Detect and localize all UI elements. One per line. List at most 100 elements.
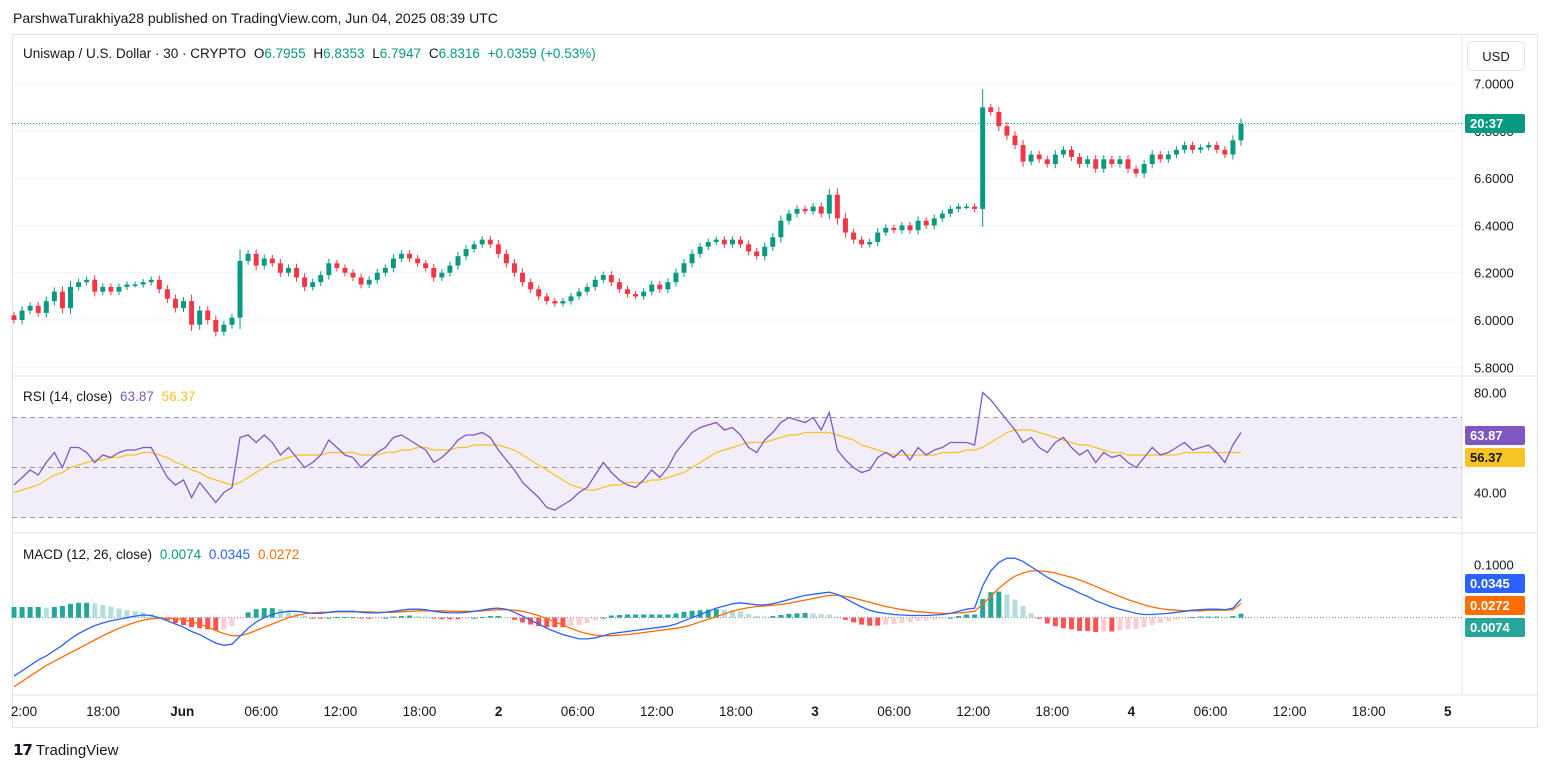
macd-histogram-bar (1206, 616, 1212, 618)
macd-histogram-bar (463, 617, 469, 619)
macd-histogram-bar (883, 617, 889, 625)
macd-histogram-bar (197, 617, 203, 629)
time-tick-label: 06:00 (1194, 704, 1228, 719)
candle-body (1085, 159, 1091, 164)
macd-histogram-bar (59, 605, 65, 618)
candle-body (568, 296, 574, 302)
macd-histogram-bar (334, 617, 340, 619)
candle-body (1101, 159, 1107, 169)
macd-histogram-bar (76, 602, 82, 618)
candle-body (382, 268, 388, 273)
time-tick-label: 18:00 (403, 704, 437, 719)
macd-histogram-bar (407, 615, 413, 618)
macd-histogram-bar (181, 617, 187, 626)
candle-body (1165, 154, 1171, 160)
candle-body (431, 268, 437, 278)
candle-body (738, 239, 743, 245)
candle-body (1238, 123, 1244, 141)
candle-body (148, 279, 154, 283)
tradingview-brand[interactable]: 𝟭𝟳 TradingView (13, 741, 119, 760)
macd-histogram-bar (1198, 616, 1204, 618)
time-tick-label: 5 (1444, 704, 1452, 719)
candle-body (334, 263, 340, 268)
macd-histogram-bar (649, 614, 655, 618)
candle-body (1036, 154, 1042, 160)
macd-legend: MACD (12, 26, close) 0.0074 0.0345 0.027… (23, 547, 303, 562)
candle-body (1028, 154, 1034, 162)
candle-body (834, 194, 840, 219)
candle-body (665, 282, 671, 290)
price-badge: 20:37 (1465, 114, 1525, 133)
candle-body (980, 107, 986, 209)
currency-button[interactable]: USD (1467, 41, 1525, 71)
close-value: 6.8316 (438, 46, 480, 61)
macd-histogram-bar (1238, 613, 1244, 618)
macd-histogram-bar (1004, 594, 1010, 618)
candle-body (205, 310, 211, 320)
time-tick-label: 06:00 (877, 704, 911, 719)
candle-body (140, 282, 146, 285)
candle-body (463, 249, 469, 257)
macd-histogram-bar (1101, 617, 1107, 632)
macd-histogram-bar (310, 617, 316, 619)
candle-body (116, 286, 122, 292)
macd-histogram-bar (51, 607, 57, 618)
macd-histogram-bar (681, 611, 687, 618)
macd-histogram-bar (302, 616, 308, 618)
price-tick-label: 6.0000 (1474, 313, 1514, 328)
macd-histogram-bar (915, 617, 921, 622)
candle-body (689, 253, 695, 264)
macd-line (13, 557, 1242, 677)
macd-histogram-bar (980, 599, 986, 618)
candle-body (447, 265, 453, 273)
candle-body (1206, 145, 1212, 148)
candle-body (342, 268, 348, 273)
candle-body (76, 282, 82, 287)
time-tick-label: 12:00 (1273, 704, 1307, 719)
candle-body (947, 208, 953, 214)
high-label: H (313, 46, 324, 61)
macd-histogram-bar (1060, 617, 1066, 629)
macd-histogram-bar (1133, 617, 1139, 629)
macd-histogram-bar (931, 617, 937, 620)
price-tick-label: 7.0000 (1474, 77, 1514, 92)
macd-histogram-bar (536, 617, 542, 627)
macd-histogram-bar (810, 613, 816, 618)
candle-body (318, 275, 324, 283)
macd-histogram-bar (665, 614, 671, 618)
macd-histogram-bar (560, 617, 566, 628)
candle-body (1004, 126, 1010, 136)
candle-body (1182, 145, 1187, 150)
macd-histogram-bar (939, 617, 945, 619)
macd-histogram-bar (713, 609, 719, 618)
macd-histogram-bar (1173, 617, 1179, 620)
macd-histogram-bar (568, 617, 574, 627)
time-tick-label: 12:00 (640, 704, 674, 719)
candle-body (43, 301, 49, 313)
macd-histogram-bar (705, 609, 711, 618)
macd-histogram-bar (84, 602, 90, 618)
macd-histogram-bar (673, 613, 679, 618)
macd-histogram-bar (576, 617, 582, 626)
macd-histogram-bar (1093, 617, 1099, 632)
macd-histogram-bar (495, 616, 501, 618)
candle-body (770, 237, 776, 247)
candle-body (1230, 140, 1236, 155)
candle-body (471, 244, 477, 250)
candle-body (552, 301, 558, 304)
macd-histogram-bar (423, 616, 429, 618)
macd-histogram-bar (689, 610, 695, 618)
candle-body (625, 289, 630, 294)
candle-body (277, 263, 283, 273)
hist-badge: 0.0074 (1465, 618, 1525, 637)
open-label: O (253, 46, 265, 61)
brand-label: TradingView (35, 741, 119, 759)
macd-histogram-bar (285, 611, 291, 618)
open-value: 6.7955 (264, 46, 306, 61)
candle-body (124, 284, 130, 287)
price-tick-label: 6.2000 (1474, 266, 1514, 281)
candle-body (164, 289, 170, 299)
candle-body (294, 268, 300, 278)
time-tick-label: 06:00 (561, 704, 595, 719)
